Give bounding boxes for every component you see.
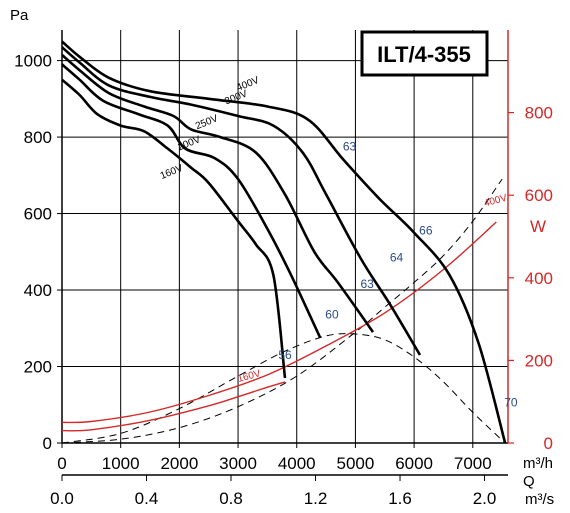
pressure-curve-160V xyxy=(61,78,287,379)
x-axis-label-secondary-prefix: Q xyxy=(523,473,535,490)
pressure-curve-300V xyxy=(61,46,422,356)
y-tick-label: 200 xyxy=(24,358,52,377)
y2-tick-label: 800 xyxy=(525,104,553,123)
x-axis-label-secondary: m³/s xyxy=(525,491,554,508)
title-box: ILT/4-355 xyxy=(360,30,489,77)
pressure-curve-label: 300V xyxy=(223,88,249,107)
y2-tick-label: 0 xyxy=(544,434,553,453)
power-curve-400V xyxy=(61,221,497,424)
efficiency-label: 63 xyxy=(343,139,357,153)
power-curve-160V xyxy=(61,381,286,432)
power-curve-label: 400V xyxy=(483,193,509,210)
y-tick-label: 800 xyxy=(24,128,52,147)
y-tick-label: 1000 xyxy=(14,52,52,71)
efficiency-curve xyxy=(61,333,506,444)
x-tick-label: 7000 xyxy=(454,454,492,473)
pressure-curve-label: 160V xyxy=(159,163,185,182)
efficiency-label: 66 xyxy=(419,224,433,238)
y-ticks: 0 200 400 600 800 1000 xyxy=(14,52,62,453)
efficiency-label: 64 xyxy=(390,250,404,264)
x2-tick-label: 1.6 xyxy=(388,489,412,508)
x-ticks: 0 1000 2000 3000 4000 5000 6000 7000 xyxy=(57,443,492,473)
x-axis-label-primary: m³/h xyxy=(523,455,553,472)
x2-tick-label: 0.0 xyxy=(50,489,74,508)
pressure-curve-200V xyxy=(61,63,322,339)
chart-title: ILT/4-355 xyxy=(377,42,471,67)
pressure-curve-250V xyxy=(61,53,375,333)
efficiency-label: 56 xyxy=(278,348,292,362)
x-tick-label: 6000 xyxy=(395,454,433,473)
dashed-curves xyxy=(61,178,506,444)
pressure-curves xyxy=(61,40,507,444)
title-frame xyxy=(360,30,489,77)
efficiency-label: 63 xyxy=(360,277,374,291)
x-tick-label: 5000 xyxy=(337,454,375,473)
curve-labels: 400V300V250V200V160V400V160V566063646663… xyxy=(159,75,518,410)
y-tick-label: 600 xyxy=(24,205,52,224)
y-tick-label: 400 xyxy=(24,281,52,300)
efficiency-label: 70 xyxy=(504,396,518,410)
x-tick-label: 4000 xyxy=(278,454,316,473)
x2-tick-label: 2.0 xyxy=(473,489,497,508)
y2-tick-label: 200 xyxy=(525,351,553,370)
x2-tick-label: 1.2 xyxy=(304,489,328,508)
x-tick-label: 0 xyxy=(57,454,66,473)
x-tick-label: 1000 xyxy=(102,454,140,473)
x2-tick-label: 0.4 xyxy=(135,489,159,508)
y-axis-label-left: Pa xyxy=(10,7,29,24)
y2-tick-label: 400 xyxy=(525,269,553,288)
y-tick-label: 0 xyxy=(43,434,52,453)
y-axis-label-right: W xyxy=(530,217,546,236)
pressure-curve-400V xyxy=(61,40,507,444)
y2-tick-label: 600 xyxy=(525,186,553,205)
y2-ticks: 0 200 400 600 800 xyxy=(508,104,553,453)
x-tick-label: 3000 xyxy=(219,454,257,473)
pressure-curve-label: 250V xyxy=(194,113,220,132)
power-curves xyxy=(61,221,497,432)
axes xyxy=(61,30,509,476)
x2-tick-label: 0.8 xyxy=(219,489,243,508)
x2-ticks: 0.0 0.4 0.8 1.2 1.6 2.0 xyxy=(50,475,496,508)
grid xyxy=(62,30,508,443)
system-curve xyxy=(61,178,503,444)
efficiency-label: 60 xyxy=(325,308,339,322)
x-tick-label: 2000 xyxy=(160,454,198,473)
